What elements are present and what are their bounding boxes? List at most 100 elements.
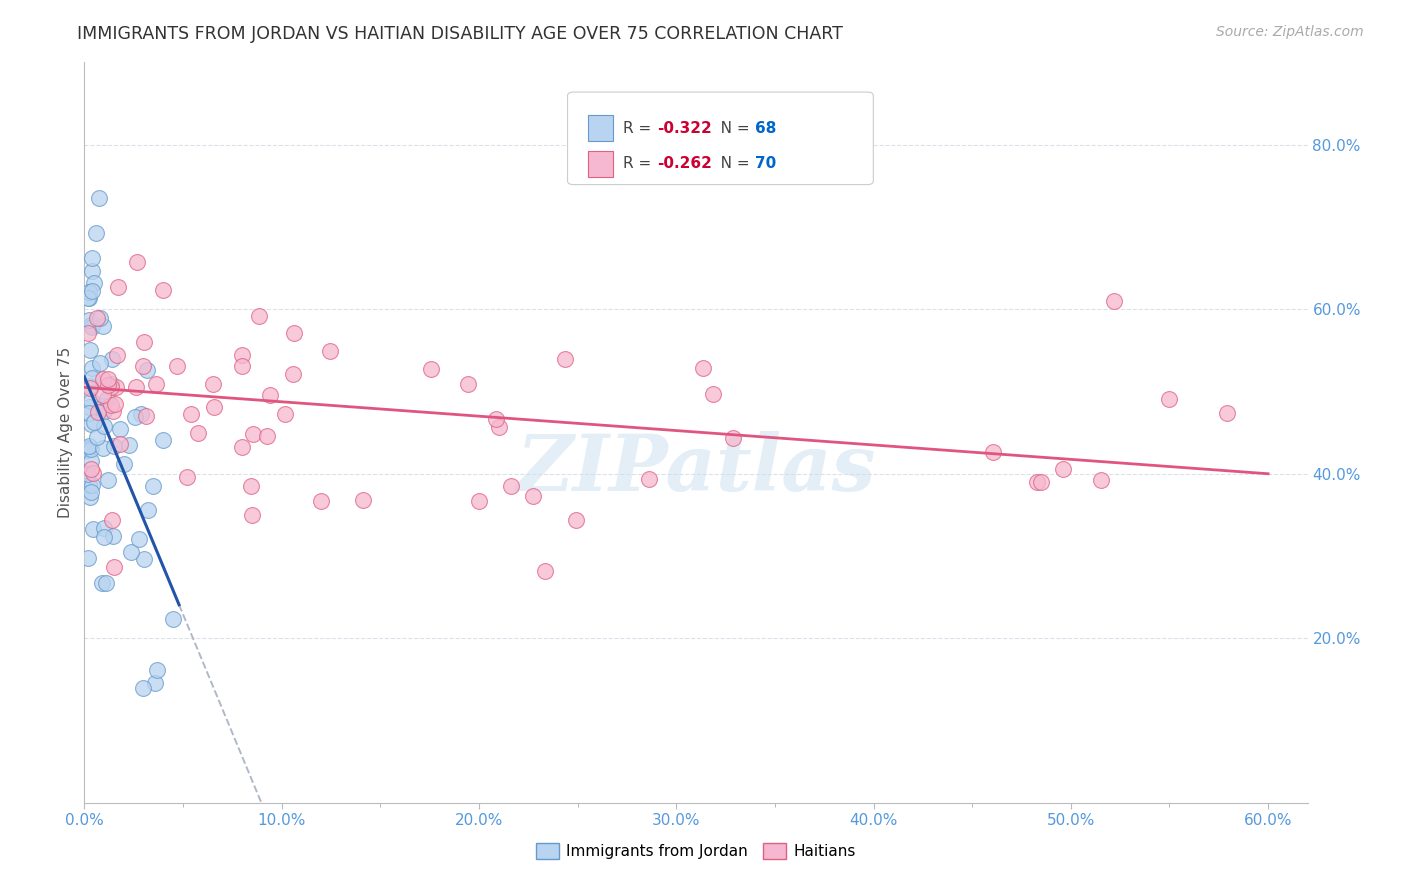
Point (80, 485, 103, 500)
Point (93, 418, 115, 433)
Point (89, 355, 111, 369)
Point (981, 444, 1004, 458)
Point (564, 512, 586, 526)
Point (93, 403, 115, 417)
Point (80, 442, 103, 456)
Point (79, 491, 101, 505)
Point (89, 191, 111, 205)
Point (77, 441, 100, 455)
Point (468, 494, 491, 508)
Point (488, 420, 510, 434)
Point (132, 551, 155, 566)
Text: R =: R = (623, 156, 655, 171)
Point (692, 361, 714, 376)
FancyBboxPatch shape (588, 115, 613, 141)
Point (77, 291, 100, 305)
FancyBboxPatch shape (588, 151, 613, 177)
Point (101, 513, 124, 527)
Point (1159, 392, 1181, 406)
Point (283, 326, 305, 341)
Point (142, 479, 165, 493)
Point (132, 681, 155, 695)
Point (135, 409, 157, 424)
Point (128, 533, 150, 547)
Point (162, 612, 184, 626)
Text: IMMIGRANTS FROM JORDAN VS HAITIAN DISABILITY AGE OVER 75 CORRELATION CHART: IMMIGRANTS FROM JORDAN VS HAITIAN DISABI… (77, 25, 844, 43)
Point (80, 371, 103, 385)
Point (1215, 406, 1237, 420)
Point (91, 401, 114, 415)
Point (79, 343, 101, 357)
Point (86, 310, 108, 325)
Point (145, 376, 167, 391)
Point (77, 313, 100, 327)
Point (83, 416, 105, 430)
Point (82, 477, 104, 491)
Point (187, 425, 209, 440)
Point (1090, 473, 1112, 487)
Point (457, 376, 479, 391)
Point (76, 551, 98, 566)
Point (80, 361, 103, 376)
Text: Source: ZipAtlas.com: Source: ZipAtlas.com (1216, 25, 1364, 39)
Point (79, 378, 101, 392)
Text: -0.262: -0.262 (657, 156, 711, 171)
Point (242, 427, 264, 442)
Point (108, 437, 131, 451)
Point (309, 493, 332, 508)
Point (120, 545, 142, 559)
Point (91, 372, 114, 386)
Point (96, 392, 118, 407)
Point (125, 255, 148, 269)
Text: 70: 70 (755, 156, 776, 171)
Point (80, 251, 103, 265)
Text: N =: N = (706, 120, 754, 136)
Point (152, 283, 174, 297)
Point (105, 348, 128, 362)
Point (77, 467, 100, 481)
Point (96, 377, 118, 392)
Point (143, 676, 166, 690)
Point (100, 398, 122, 412)
Point (124, 410, 146, 425)
Point (91, 319, 114, 334)
Point (702, 386, 724, 401)
Point (93, 530, 115, 544)
Point (91, 388, 114, 402)
Point (80, 263, 103, 277)
Point (108, 422, 131, 436)
Point (80, 454, 103, 468)
Text: N =: N = (706, 156, 754, 171)
Point (152, 433, 174, 447)
Point (721, 432, 744, 446)
Point (83, 276, 105, 290)
Point (256, 429, 278, 443)
Point (97, 372, 120, 386)
Point (82, 467, 104, 481)
Point (77, 478, 100, 492)
Point (91, 575, 114, 590)
Text: 68: 68 (755, 120, 776, 136)
Point (534, 564, 557, 578)
Point (101, 403, 124, 417)
Point (79, 400, 101, 414)
Y-axis label: Disability Age Over 75: Disability Age Over 75 (58, 347, 73, 518)
Point (104, 380, 127, 394)
Point (79, 393, 101, 408)
Point (136, 503, 159, 517)
Point (485, 412, 508, 426)
Point (86, 429, 108, 443)
Point (77, 406, 100, 420)
Point (352, 492, 374, 507)
Point (1102, 294, 1125, 309)
FancyBboxPatch shape (568, 92, 873, 185)
Point (107, 280, 129, 294)
Text: -0.322: -0.322 (657, 120, 711, 136)
Point (104, 397, 127, 411)
Point (136, 363, 159, 377)
Point (79, 462, 101, 476)
Point (1026, 475, 1049, 490)
Point (638, 472, 661, 486)
Point (125, 379, 148, 393)
Point (93, 521, 115, 535)
